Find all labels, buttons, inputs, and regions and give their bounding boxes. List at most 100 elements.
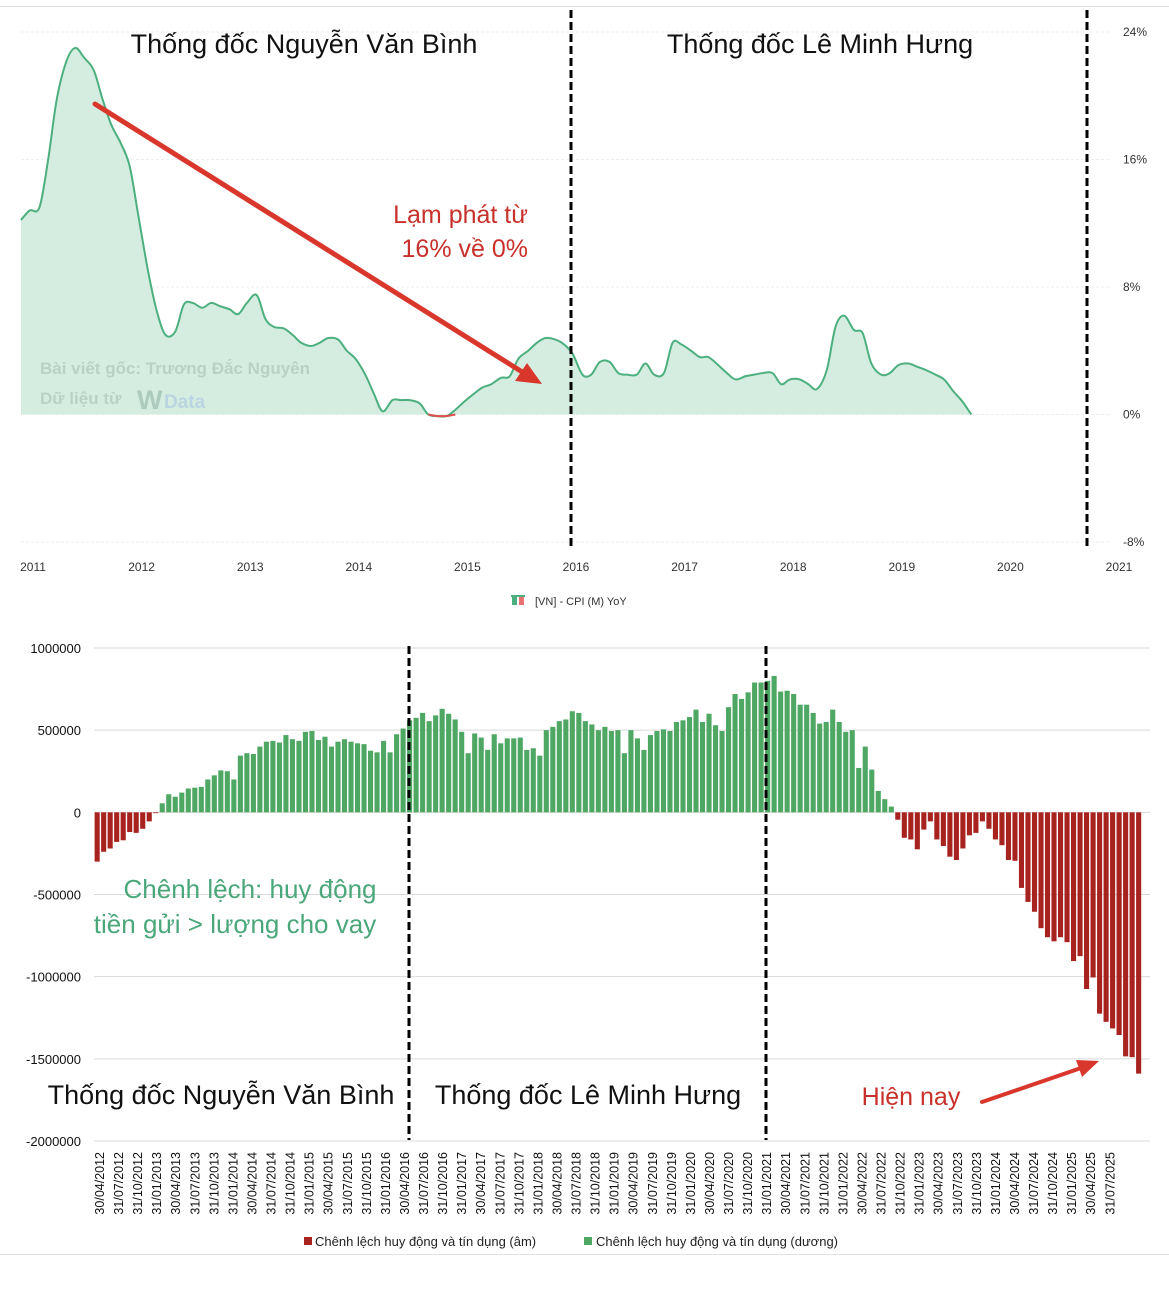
y-tick-label: 16% — [1123, 153, 1147, 167]
x-tick-label: 2018 — [780, 560, 807, 574]
bar-positive — [680, 720, 686, 813]
cpi-negative-segment — [428, 413, 438, 418]
bar-positive — [673, 721, 680, 813]
x-tick-label: 31/10/2015 — [360, 1152, 374, 1215]
legend: [VN] - CPI (M) YoY — [511, 595, 627, 608]
inflation-arrow — [92, 101, 542, 384]
x-tick-label: 31/01/2023 — [913, 1152, 927, 1215]
bar-negative — [1103, 812, 1109, 1022]
bar-negative — [1038, 812, 1044, 929]
bar-positive — [354, 743, 361, 813]
bar-negative — [1123, 812, 1129, 1057]
x-tick-label: 30/04/2017 — [474, 1152, 488, 1215]
bar-positive — [485, 749, 491, 813]
y-tick-label: -500000 — [33, 888, 81, 903]
bar-positive — [257, 746, 263, 813]
x-tick-label: 2014 — [345, 560, 372, 574]
y-tick-label: -2000000 — [26, 1134, 81, 1149]
bar-negative — [1057, 812, 1064, 938]
x-tick-label: 31/10/2014 — [284, 1152, 298, 1215]
bar-negative — [953, 812, 959, 860]
bar-negative — [1097, 812, 1103, 1014]
bar-positive — [771, 675, 777, 813]
bar-positive — [732, 694, 738, 813]
y-tick-label: -1500000 — [26, 1052, 81, 1067]
bar-positive — [726, 707, 732, 813]
x-tick-label: 31/01/2020 — [684, 1152, 698, 1215]
x-tick-label: 31/07/2019 — [646, 1152, 660, 1215]
bar-positive — [224, 771, 230, 813]
watermark-source: Dữ liệu từ — [40, 389, 122, 408]
x-tick-label: 2020 — [997, 560, 1024, 574]
governor-label-le-minh-hung: Thống đốc Lê Minh Hưng — [667, 29, 973, 59]
x-tick-label: 30/04/2024 — [1008, 1152, 1022, 1215]
bar-negative — [1077, 812, 1083, 957]
x-tick-label: 31/01/2018 — [531, 1152, 545, 1215]
watermark: Bài viết gốc: Trương Đắc Nguyên Dữ liệu … — [40, 359, 310, 415]
bar-positive — [504, 738, 510, 813]
bar-negative — [133, 812, 139, 833]
x-tick-label: 31/07/2023 — [951, 1152, 965, 1215]
bar-positive — [706, 713, 712, 813]
legend-label-positive: Chênh lệch huy động và tín dụng (dương) — [596, 1234, 838, 1249]
bar-positive — [459, 731, 465, 813]
x-tick-label: 31/10/2021 — [817, 1152, 831, 1215]
x-tick-label: 31/10/2013 — [207, 1152, 221, 1215]
bar-positive — [296, 740, 302, 813]
x-tick-label: 2012 — [128, 560, 155, 574]
x-tick-label: 2015 — [454, 560, 481, 574]
watermark-author: Bài viết gốc: Trương Đắc Nguyên — [40, 359, 310, 378]
y-tick-label: -8% — [1123, 535, 1145, 549]
current-annotation: Hiện nay — [862, 1083, 961, 1111]
bar-positive — [647, 735, 654, 813]
x-tick-label: 31/01/2025 — [1065, 1152, 1079, 1215]
legend-swatch-top — [511, 595, 525, 597]
y-tick-label: 1000000 — [30, 641, 81, 656]
bar-positive — [179, 792, 185, 813]
bar-positive — [576, 712, 582, 813]
x-tick-label: 31/07/2017 — [493, 1152, 507, 1215]
bar-positive — [608, 730, 614, 813]
legend-swatch-negative — [304, 1237, 312, 1245]
bar-negative — [1129, 812, 1135, 1058]
bar-negative — [895, 812, 901, 820]
bar-positive — [862, 746, 868, 813]
bar-positive — [843, 731, 849, 813]
bar-positive — [322, 736, 328, 813]
bar-positive — [205, 779, 211, 813]
gap-annotation-line1: Chênh lệch: huy động — [124, 874, 377, 904]
x-tick-label: 31/10/2017 — [512, 1152, 526, 1215]
x-tick-label: 31/07/2024 — [1027, 1152, 1041, 1215]
bar-positive — [237, 755, 243, 813]
x-tick-label: 31/10/2022 — [894, 1152, 908, 1215]
x-tick-label: 31/01/2013 — [150, 1152, 164, 1215]
bar-negative — [1044, 812, 1051, 938]
x-tick-label: 31/10/2012 — [131, 1152, 145, 1215]
arrow-head-icon — [515, 363, 542, 384]
bar-positive — [394, 734, 400, 813]
bar-positive — [784, 690, 790, 813]
y-tick-label: 0% — [1123, 408, 1141, 422]
governor-label-nguyen-van-binh: Thống đốc Nguyễn Văn Bình — [131, 28, 478, 59]
x-tick-label: 31/10/2019 — [665, 1152, 679, 1215]
bar-positive — [159, 803, 165, 813]
bar-positive — [615, 730, 621, 813]
bar-positive — [498, 743, 504, 813]
bar-positive — [198, 786, 204, 813]
deposit-credit-gap-chart: 1000000 500000 0 -500000 -1000000 -1500000 -20… — [26, 641, 1150, 1249]
x-tick-label: 30/04/2018 — [550, 1152, 564, 1215]
arrow-head-icon — [1076, 1060, 1099, 1077]
bar-negative — [1136, 812, 1142, 1074]
bar-positive — [739, 698, 745, 813]
bar-negative — [153, 812, 159, 814]
governor-label-nguyen-van-binh-bottom: Thống đốc Nguyễn Văn Bình — [48, 1079, 395, 1110]
bar-positive — [491, 734, 497, 813]
bar-negative — [914, 812, 920, 850]
x-tick-label: 2013 — [237, 560, 264, 574]
x-tick-label: 30/04/2022 — [855, 1152, 869, 1215]
bar-negative — [927, 812, 933, 822]
bar-positive — [719, 730, 725, 813]
x-tick-label: 2017 — [671, 560, 698, 574]
x-tick-label: 31/10/2020 — [741, 1152, 755, 1215]
bar-positive — [420, 712, 426, 813]
